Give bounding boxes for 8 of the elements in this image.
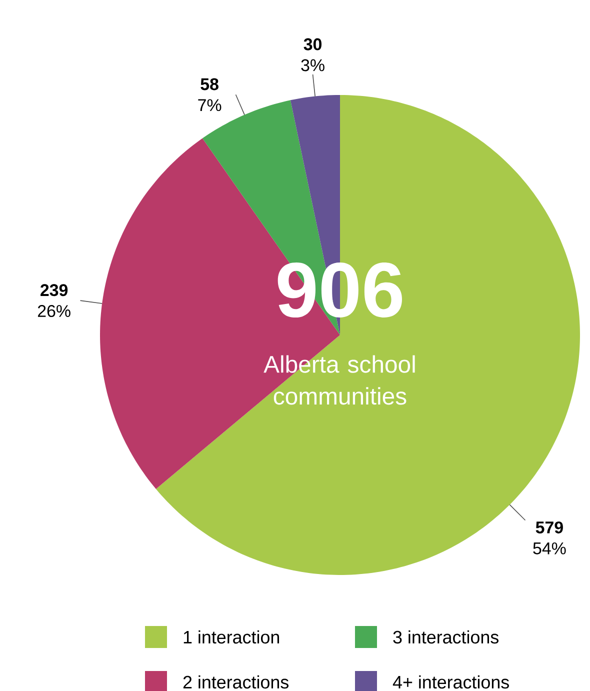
legend-label: 1 interaction	[184, 630, 280, 644]
legend-label: 4+ interactions	[392, 675, 509, 689]
legend-label: 3 interactions	[393, 630, 499, 644]
legend-label: 2 interactions	[183, 675, 289, 689]
data-label: 30 3%	[301, 38, 324, 72]
data-label: 579 54%	[533, 521, 566, 554]
data-label: 58 7%	[198, 78, 222, 112]
data-label: 239 26%	[38, 284, 70, 318]
